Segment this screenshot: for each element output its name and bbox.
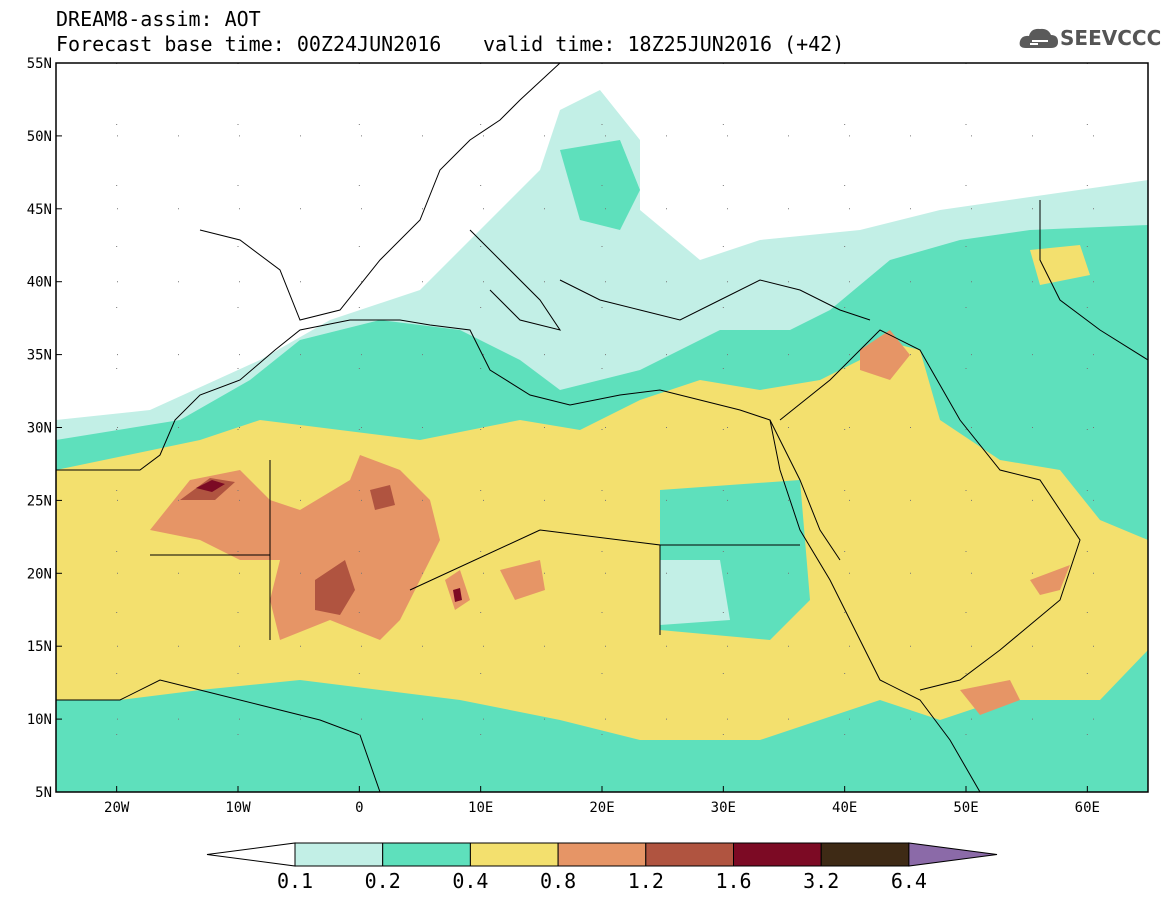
lat-label: 20N [27, 566, 52, 582]
colorbar-label: 3.2 [803, 869, 839, 893]
colorbar [206, 842, 998, 867]
lat-label: 55N [27, 56, 52, 72]
lat-label: 40N [27, 275, 52, 291]
aot-band-maroon [196, 480, 225, 492]
lat-labels: 55N 50N 45N 40N 35N 30N 25N 20N 15N 10N 5N [27, 56, 52, 801]
map-frame [55, 62, 1149, 793]
colorbar-arrow-low [206, 842, 296, 867]
colorbar-label: 1.6 [715, 869, 751, 893]
colorbar-box [645, 842, 734, 867]
aot-band-yellow-caspian [1030, 245, 1090, 285]
lat-label: 10N [27, 712, 52, 728]
lon-label: 10W [225, 800, 251, 816]
map-title: DREAM8-assim: AOT [56, 7, 261, 31]
lat-label: 25N [27, 493, 52, 509]
colorbar-box [382, 842, 471, 867]
lat-label: 35N [27, 348, 52, 364]
aot-band-orange-somalia [960, 680, 1020, 715]
colorbar-arrow-high [908, 842, 998, 867]
colorbar-label: 0.8 [540, 869, 576, 893]
colorbar-box [294, 842, 384, 867]
logo-text: SEEVCCC [1060, 26, 1162, 50]
lat-label: 45N [27, 202, 52, 218]
colorbar-label: 1.2 [628, 869, 664, 893]
colorbar-label: 0.4 [452, 869, 488, 893]
aot-band-orange-iraq [860, 330, 910, 380]
aot-fields [56, 90, 1148, 792]
aot-band-maroon-niger [453, 588, 462, 602]
lat-label: 15N [27, 639, 52, 655]
aot-band-teal-north [560, 140, 640, 230]
lon-label: 30E [711, 800, 736, 816]
lat-label: 50N [27, 129, 52, 145]
lon-label: 20W [104, 800, 130, 816]
aot-band-orange-sahara [150, 455, 440, 640]
lon-label: 10E [468, 800, 493, 816]
lon-label: 20E [589, 800, 614, 816]
colorbar-box [469, 842, 559, 867]
colorbar-label: 6.4 [891, 869, 927, 893]
lon-label: 50E [953, 800, 978, 816]
aot-band-orange-oman [1030, 565, 1070, 595]
aot-band-lightcyan-sudan [660, 560, 730, 625]
aot-band-darkbrown-algeria [370, 485, 395, 510]
colorbar-box [557, 842, 647, 867]
lon-label: 0 [355, 800, 363, 816]
lon-label: 40E [832, 800, 857, 816]
lon-labels: 20W 10W 0 10E 20E 30E 40E 50E 60E [104, 800, 1100, 816]
colorbar-labels: 0.1 0.2 0.4 0.8 1.2 1.6 3.2 6.4 [277, 869, 927, 893]
aot-band-yellow [56, 340, 1148, 740]
lat-label: 5N [35, 785, 52, 801]
colorbar-label: 0.2 [365, 869, 401, 893]
aot-band-orange-chad [500, 560, 545, 600]
colorbar-label: 0.1 [277, 869, 313, 893]
colorbar-box [733, 842, 822, 867]
valid-time: valid time: 18Z25JUN2016 (+42) [483, 32, 845, 56]
lat-label: 30N [27, 421, 52, 437]
forecast-base-time: Forecast base time: 00Z24JUN2016 [56, 32, 442, 56]
coastlines [56, 63, 1148, 792]
colorbar-box [820, 842, 910, 867]
cloud-icon [1019, 28, 1058, 48]
aot-band-darkbrown-mali [315, 560, 355, 615]
lon-label: 60E [1075, 800, 1100, 816]
